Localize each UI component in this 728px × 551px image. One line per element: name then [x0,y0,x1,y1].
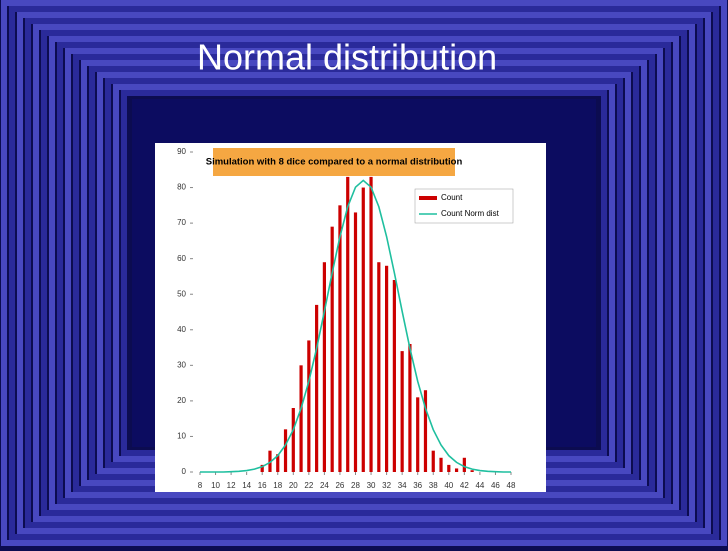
x-tick-label: 38 [429,481,438,490]
x-tick-label: 26 [335,481,344,490]
bar [276,454,280,472]
y-tick-label: 60 [177,254,186,263]
bar [400,351,404,472]
bar [268,450,272,472]
x-tick-label: 14 [242,481,251,490]
bar [307,340,311,472]
bar [338,205,342,473]
x-tick-label: 44 [475,481,484,490]
y-tick-label: 90 [177,147,186,156]
x-tick-label: 10 [211,481,220,490]
frame-band [65,48,663,498]
x-tick-label: 40 [444,481,453,490]
line [200,179,511,473]
x-tick-label: 18 [273,481,282,490]
bar [291,408,295,472]
x-tick-label: 28 [351,481,360,490]
bar [454,468,459,472]
chart-title-box [213,148,455,176]
bar [346,176,350,472]
y-tick-label: 0 [182,467,187,476]
x-tick-label: 24 [320,481,329,490]
x-tick-label: 16 [258,481,267,490]
x-tick-label: 22 [304,481,313,490]
frame-band [49,36,679,510]
chart-title: Simulation with 8 dice compared to a nor… [206,157,463,168]
bar [385,265,389,472]
bar [416,397,420,472]
frame-band [17,12,711,534]
slide-title: Normal distribution [197,37,497,78]
x-tick-label: 8 [198,481,203,490]
bar [330,226,334,472]
y-tick-label: 50 [177,289,186,298]
bar [447,464,451,472]
bar [369,176,373,472]
bar [408,344,412,472]
bar [423,390,428,472]
frame-band [33,24,695,522]
y-tick-label: 80 [177,183,186,192]
y-tick-label: 20 [177,396,186,405]
legend-label: Count [441,193,463,202]
x-tick-label: 48 [507,481,516,490]
x-tick-label: 46 [491,481,500,490]
bar [361,187,365,473]
frame-band [25,18,703,528]
frame-band [41,30,687,516]
x-tick-label: 12 [227,481,236,490]
bar [299,365,303,472]
x-tick-label: 34 [398,481,407,490]
frame-band [9,6,719,540]
y-tick-label: 30 [177,360,186,369]
bar [283,429,288,472]
bar [392,280,396,472]
bar [462,457,466,472]
y-tick-label: 10 [177,432,186,441]
legend-label: Count Norm dist [441,209,500,218]
legend-swatch [419,196,437,200]
bar [431,450,435,472]
x-tick-label: 32 [382,481,391,490]
x-tick-label: 42 [460,481,469,490]
legend [414,188,514,224]
bar [260,464,264,472]
y-tick-label: 40 [177,325,186,334]
bar [377,262,381,472]
y-tick-label: 70 [177,218,186,227]
bar [353,212,358,472]
bar [470,470,474,472]
bar [439,457,443,472]
x-tick-label: 36 [413,481,422,490]
x-tick-label: 20 [289,481,298,490]
bar [315,304,319,472]
frame-band [57,42,671,504]
bar [322,262,326,472]
x-tick-label: 30 [367,481,376,490]
